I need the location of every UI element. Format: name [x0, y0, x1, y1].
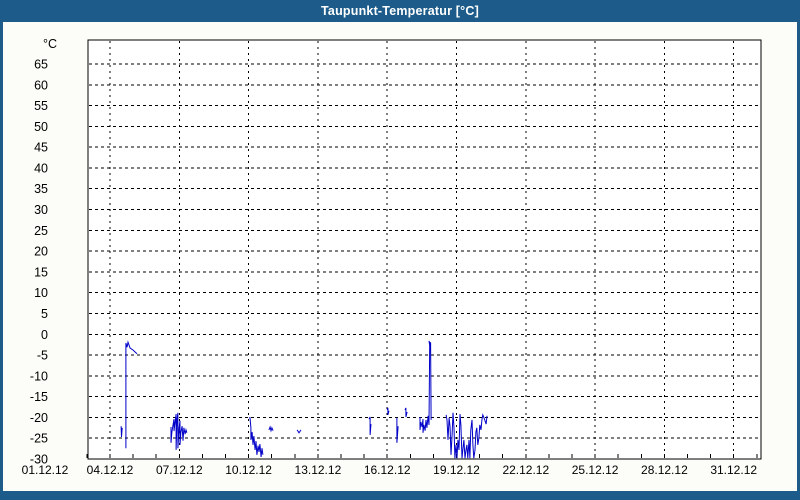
series-taupunkt-segment	[268, 425, 274, 433]
y-tick-label: -25	[30, 432, 48, 446]
y-tick-label: 60	[34, 78, 48, 92]
y-tick-label: 15	[34, 265, 48, 279]
series-taupunkt-segment	[445, 412, 488, 459]
y-axis-unit-label: °C	[43, 37, 57, 51]
chart-canvas: 65605550454035302520151050-5-10-15-20-25…	[22, 37, 762, 477]
x-tick-label: 25.12.12	[572, 463, 619, 477]
y-tick-label: -5	[37, 349, 48, 363]
x-tick-label: 28.12.12	[641, 463, 688, 477]
y-tick-label: 35	[34, 182, 48, 196]
x-tick-label: 22.12.12	[502, 463, 549, 477]
y-tick-label: 55	[34, 99, 48, 113]
x-tick-label: 10.12.12	[225, 463, 272, 477]
y-tick-label: 20	[34, 245, 48, 259]
y-tick-label: 30	[34, 203, 48, 217]
series-taupunkt-segment	[170, 412, 188, 450]
window-titlebar[interactable]: Taupunkt-Temperatur [°C]	[0, 0, 800, 22]
x-tick-label: 13.12.12	[295, 463, 342, 477]
series-taupunkt-segment	[396, 417, 399, 443]
y-tick-label: 5	[41, 307, 48, 321]
y-tick-label: 45	[34, 141, 48, 155]
x-tick-label: 07.12.12	[156, 463, 203, 477]
y-tick-label: 10	[34, 286, 48, 300]
window-title: Taupunkt-Temperatur [°C]	[321, 4, 479, 18]
y-tick-label: -10	[30, 369, 48, 383]
series-taupunkt-segment	[404, 407, 408, 418]
chart-area: 65 60 55 50 45 40 35 30 25 20 15 10 5 0 -5 -10 -15 -20 -25…	[3, 22, 797, 491]
series-taupunkt-segment	[368, 416, 372, 435]
plot-frame	[87, 39, 762, 460]
y-tick-label: -20	[30, 411, 48, 425]
series-taupunkt-segment	[386, 407, 390, 416]
series-taupunkt-segment	[249, 417, 264, 457]
y-tick-label: 65	[34, 58, 48, 72]
y-tick-label: -30	[30, 453, 48, 467]
series-taupunkt-segment	[120, 426, 123, 438]
x-tick-label: 19.12.12	[433, 463, 480, 477]
series-taupunkt-segment	[296, 429, 302, 434]
series-taupunkt-segment	[419, 340, 432, 433]
y-tick-label: 40	[34, 161, 48, 175]
x-tick-label: 01.12.12	[22, 463, 69, 477]
series-taupunkt-segment	[125, 340, 138, 449]
y-tick-label: 0	[41, 328, 48, 342]
x-tick-label: 16.12.12	[364, 463, 411, 477]
x-tick-label: 31.12.12	[710, 463, 757, 477]
y-tick-label: -15	[30, 390, 48, 404]
y-tick-label: 25	[34, 224, 48, 238]
y-tick-label: 50	[34, 120, 48, 134]
x-tick-label: 04.12.12	[87, 463, 134, 477]
